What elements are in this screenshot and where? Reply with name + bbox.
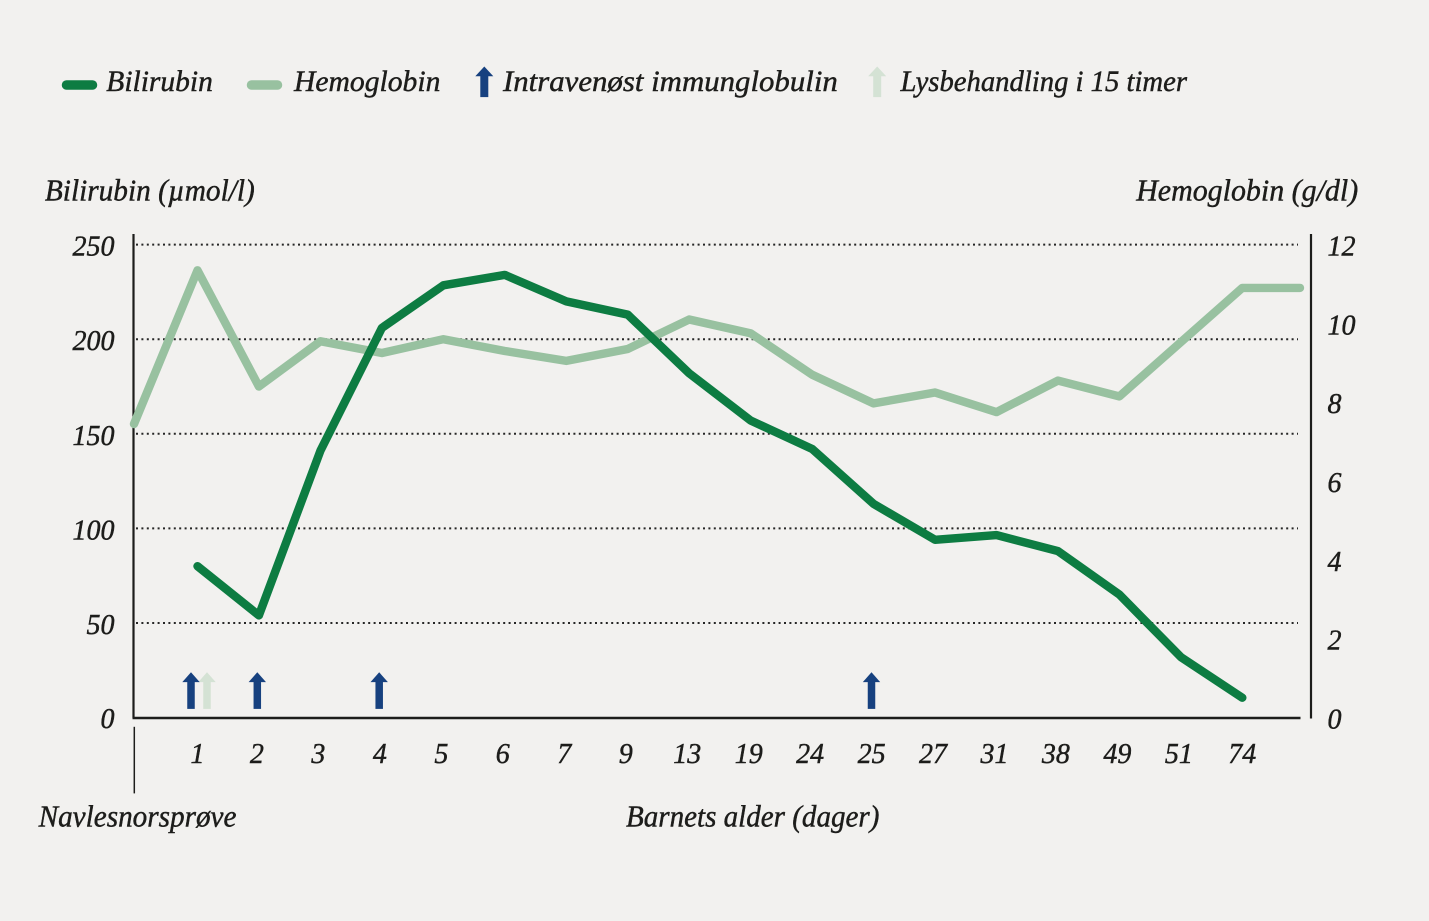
- svg-text:Barnets alder (dager): Barnets alder (dager): [626, 799, 879, 834]
- svg-text:13: 13: [673, 739, 701, 770]
- svg-text:150: 150: [73, 421, 115, 452]
- svg-text:0: 0: [101, 704, 115, 735]
- svg-text:Hemoglobin (g/dl): Hemoglobin (g/dl): [1135, 172, 1358, 207]
- svg-text:31: 31: [980, 739, 1009, 770]
- svg-text:Bilirubin (µmol/l): Bilirubin (µmol/l): [45, 172, 255, 207]
- svg-text:38: 38: [1041, 739, 1070, 770]
- svg-text:Navlesnorsprøve: Navlesnorsprøve: [38, 799, 237, 834]
- svg-text:24: 24: [796, 739, 824, 770]
- svg-text:Intravenøst immunglobulin: Intravenøst immunglobulin: [502, 65, 838, 98]
- svg-text:7: 7: [557, 739, 572, 770]
- svg-text:6: 6: [496, 739, 510, 770]
- svg-text:0: 0: [1328, 705, 1342, 736]
- svg-text:1: 1: [191, 739, 205, 770]
- svg-text:25: 25: [858, 739, 886, 770]
- svg-text:Bilirubin: Bilirubin: [106, 65, 213, 98]
- svg-text:27: 27: [919, 739, 948, 770]
- svg-text:50: 50: [87, 610, 115, 641]
- svg-text:12: 12: [1328, 232, 1356, 263]
- svg-text:100: 100: [73, 515, 115, 546]
- svg-text:74: 74: [1228, 739, 1256, 770]
- svg-text:5: 5: [434, 739, 448, 770]
- svg-text:2: 2: [1328, 626, 1342, 657]
- svg-text:250: 250: [73, 232, 115, 263]
- svg-text:9: 9: [619, 739, 633, 770]
- svg-text:3: 3: [310, 739, 325, 770]
- svg-text:51: 51: [1165, 739, 1193, 770]
- svg-text:19: 19: [735, 739, 763, 770]
- svg-text:6: 6: [1328, 468, 1342, 499]
- svg-text:49: 49: [1103, 739, 1131, 770]
- svg-text:Lysbehandling i 15 timer: Lysbehandling i 15 timer: [900, 65, 1188, 98]
- svg-text:Hemoglobin: Hemoglobin: [293, 65, 440, 98]
- svg-text:8: 8: [1328, 389, 1342, 420]
- svg-text:10: 10: [1328, 310, 1356, 341]
- svg-text:4: 4: [373, 739, 387, 770]
- svg-text:4: 4: [1328, 547, 1342, 578]
- svg-text:200: 200: [73, 326, 115, 357]
- svg-text:2: 2: [250, 739, 264, 770]
